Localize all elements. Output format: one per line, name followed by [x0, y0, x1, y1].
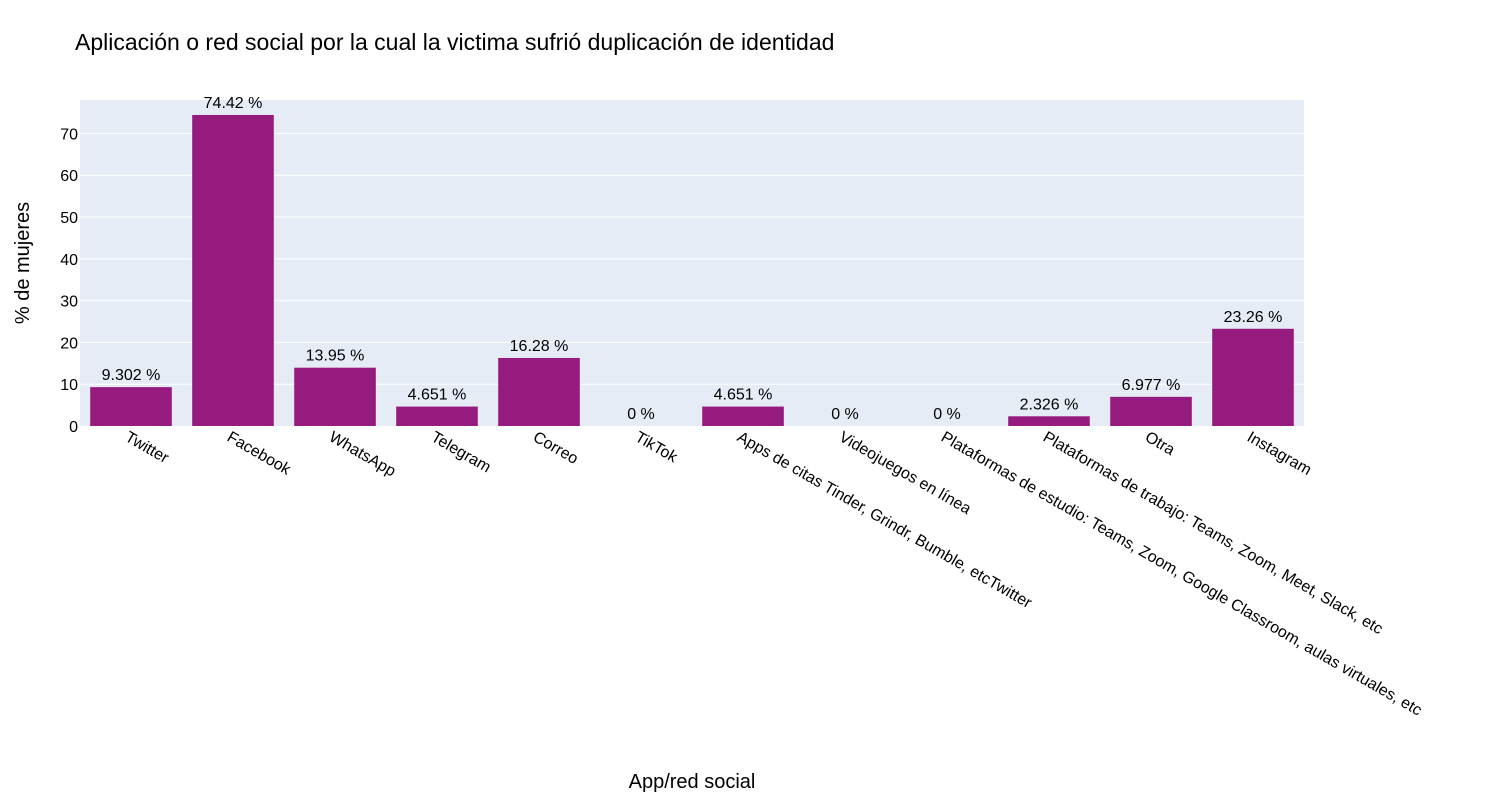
x-axis-ticks: Twitter Facebook WhatsApp Telegram Correo Tik…	[122, 429, 1425, 720]
y-tick-label: 60	[60, 168, 78, 185]
data-label: 4.651 %	[714, 387, 773, 404]
plot-area	[80, 100, 1304, 426]
bar	[294, 367, 376, 426]
y-axis-title: % de mujeres	[12, 202, 34, 324]
x-tick-label: Correo	[530, 429, 581, 468]
data-label: 0 %	[933, 406, 961, 423]
bar	[498, 357, 580, 426]
y-tick-label: 20	[60, 335, 78, 352]
x-tick-label: Otra	[1142, 429, 1178, 459]
data-label: 16.28 %	[510, 338, 569, 355]
data-labels: 9.302 % 74.42 % 13.95 % 4.651 % 16.28 % 0 % 4.…	[102, 95, 1283, 423]
x-tick-label: Plataformas de trabajo: Teams, Zoom, Mee…	[1040, 429, 1386, 638]
y-tick-label: 30	[60, 294, 78, 311]
x-tick-label: Telegram	[428, 429, 493, 477]
bar	[1110, 396, 1192, 426]
y-tick-label: 40	[60, 252, 78, 269]
chart-title: Aplicación o red social por la cual la v…	[75, 29, 834, 55]
data-label: 6.977 %	[1122, 377, 1181, 394]
y-tick-label: 70	[60, 126, 78, 143]
bar	[1212, 328, 1294, 426]
x-axis-title: App/red social	[629, 771, 756, 793]
data-label: 9.302 %	[102, 367, 161, 384]
x-tick-label: Instagram	[1244, 429, 1314, 479]
bar	[192, 114, 274, 427]
x-tick-label: WhatsApp	[326, 429, 399, 481]
data-label: 23.26 %	[1224, 309, 1283, 326]
data-label: 2.326 %	[1020, 396, 1079, 413]
y-tick-label: 0	[69, 419, 78, 436]
bar	[702, 406, 784, 426]
y-tick-label: 10	[60, 377, 78, 394]
bar	[396, 406, 478, 426]
data-label: 0 %	[831, 406, 859, 423]
data-label: 13.95 %	[306, 348, 365, 365]
y-axis-ticks: 0 10 20 30 40 50 60 70	[60, 126, 78, 436]
x-tick-label: TikTok	[632, 429, 681, 467]
x-tick-label: Facebook	[224, 429, 294, 479]
gridlines	[80, 132, 1304, 385]
data-label: 0 %	[627, 406, 655, 423]
data-label: 4.651 %	[408, 387, 467, 404]
bars	[90, 114, 1294, 427]
bar	[90, 387, 172, 426]
y-tick-label: 50	[60, 210, 78, 227]
x-tick-label: Twitter	[122, 429, 172, 468]
data-label: 74.42 %	[204, 95, 263, 112]
bar	[1008, 416, 1090, 426]
x-tick-label: Plataformas de estudio: Teams, Zoom, Goo…	[938, 429, 1425, 720]
